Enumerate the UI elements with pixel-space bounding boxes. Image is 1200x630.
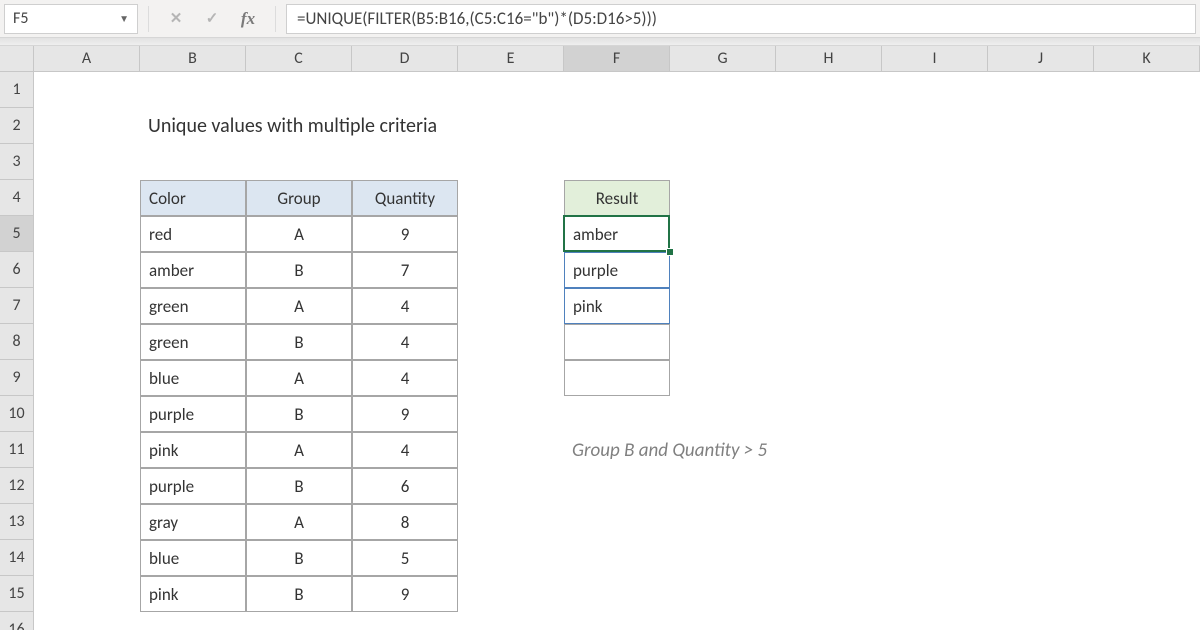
row-header-14[interactable]: 14: [0, 540, 34, 576]
fill-handle[interactable]: [666, 248, 674, 256]
column-headers: ABCDEFGHIJK: [34, 46, 1200, 72]
divider: [275, 6, 276, 32]
table-cell[interactable]: 4: [352, 432, 458, 468]
formula-text: =UNIQUE(FILTER(B5:B16,(C5:C16="b")*(D5:D…: [297, 8, 657, 29]
row-header-4[interactable]: 4: [0, 180, 34, 216]
cancel-icon[interactable]: ✕: [167, 9, 185, 28]
column-header-J[interactable]: J: [988, 46, 1094, 71]
result-cell[interactable]: [564, 324, 670, 360]
row-header-13[interactable]: 13: [0, 504, 34, 540]
select-all-corner[interactable]: [0, 46, 34, 72]
table-cell[interactable]: B: [246, 540, 352, 576]
table-cell[interactable]: pink: [140, 432, 246, 468]
table-cell[interactable]: A: [246, 504, 352, 540]
table-cell[interactable]: 9: [352, 576, 458, 612]
table-cell[interactable]: green: [140, 324, 246, 360]
annotation-text[interactable]: Group B and Quantity > 5: [564, 432, 882, 468]
table-cell[interactable]: A: [246, 216, 352, 252]
table-cell[interactable]: B: [246, 324, 352, 360]
row-header-3[interactable]: 3: [0, 144, 34, 180]
fx-icon[interactable]: fx: [239, 9, 257, 29]
row-header-7[interactable]: 7: [0, 288, 34, 324]
table-cell[interactable]: 7: [352, 252, 458, 288]
result-cell[interactable]: [564, 360, 670, 396]
column-header-K[interactable]: K: [1094, 46, 1200, 71]
table-header[interactable]: Color: [140, 180, 246, 216]
table-cell[interactable]: purple: [140, 468, 246, 504]
column-header-C[interactable]: C: [246, 46, 352, 71]
enter-icon[interactable]: ✓: [203, 9, 221, 28]
divider: [148, 6, 149, 32]
table-cell[interactable]: blue: [140, 540, 246, 576]
row-header-9[interactable]: 9: [0, 360, 34, 396]
formula-bar: F5 ▼ ✕ ✓ fx =UNIQUE(FILTER(B5:B16,(C5:C1…: [0, 0, 1200, 38]
dropdown-icon[interactable]: ▼: [119, 12, 129, 25]
name-box-value: F5: [13, 9, 28, 28]
row-header-6[interactable]: 6: [0, 252, 34, 288]
table-header[interactable]: Group: [246, 180, 352, 216]
table-cell[interactable]: 9: [352, 216, 458, 252]
table-cell[interactable]: purple: [140, 396, 246, 432]
table-cell[interactable]: 8: [352, 504, 458, 540]
row-header-15[interactable]: 15: [0, 576, 34, 612]
page-title[interactable]: Unique values with multiple criteria: [140, 108, 564, 144]
result-cell[interactable]: purple: [564, 252, 670, 288]
column-header-A[interactable]: A: [34, 46, 140, 71]
row-header-1[interactable]: 1: [0, 72, 34, 108]
table-cell[interactable]: B: [246, 396, 352, 432]
row-header-10[interactable]: 10: [0, 396, 34, 432]
row-header-16[interactable]: 16: [0, 612, 34, 630]
table-cell[interactable]: 4: [352, 288, 458, 324]
row-header-8[interactable]: 8: [0, 324, 34, 360]
toolbar-shadow: [0, 38, 1200, 46]
table-cell[interactable]: B: [246, 576, 352, 612]
table-cell[interactable]: blue: [140, 360, 246, 396]
table-cell[interactable]: red: [140, 216, 246, 252]
table-cell[interactable]: 9: [352, 396, 458, 432]
row-header-5[interactable]: 5: [0, 216, 34, 252]
table-cell[interactable]: A: [246, 288, 352, 324]
table-cell[interactable]: 4: [352, 360, 458, 396]
column-header-I[interactable]: I: [882, 46, 988, 71]
column-header-H[interactable]: H: [776, 46, 882, 71]
column-header-D[interactable]: D: [352, 46, 458, 71]
row-headers: 12345678910111213141516: [0, 72, 34, 630]
result-cell[interactable]: amber: [564, 216, 670, 252]
table-cell[interactable]: gray: [140, 504, 246, 540]
table-cell[interactable]: B: [246, 468, 352, 504]
result-header[interactable]: Result: [564, 180, 670, 216]
table-cell[interactable]: 6: [352, 468, 458, 504]
name-box[interactable]: F5 ▼: [4, 4, 138, 34]
result-cell[interactable]: pink: [564, 288, 670, 324]
table-cell[interactable]: 4: [352, 324, 458, 360]
table-cell[interactable]: A: [246, 432, 352, 468]
column-header-F[interactable]: F: [564, 46, 670, 71]
table-cell[interactable]: 5: [352, 540, 458, 576]
column-header-G[interactable]: G: [670, 46, 776, 71]
table-cell[interactable]: A: [246, 360, 352, 396]
row-header-12[interactable]: 12: [0, 468, 34, 504]
table-header[interactable]: Quantity: [352, 180, 458, 216]
table-cell[interactable]: B: [246, 252, 352, 288]
row-header-2[interactable]: 2: [0, 108, 34, 144]
table-cell[interactable]: green: [140, 288, 246, 324]
formula-input[interactable]: =UNIQUE(FILTER(B5:B16,(C5:C16="b")*(D5:D…: [286, 4, 1196, 34]
table-cell[interactable]: pink: [140, 576, 246, 612]
row-header-11[interactable]: 11: [0, 432, 34, 468]
column-header-B[interactable]: B: [140, 46, 246, 71]
column-header-E[interactable]: E: [458, 46, 564, 71]
table-cell[interactable]: amber: [140, 252, 246, 288]
